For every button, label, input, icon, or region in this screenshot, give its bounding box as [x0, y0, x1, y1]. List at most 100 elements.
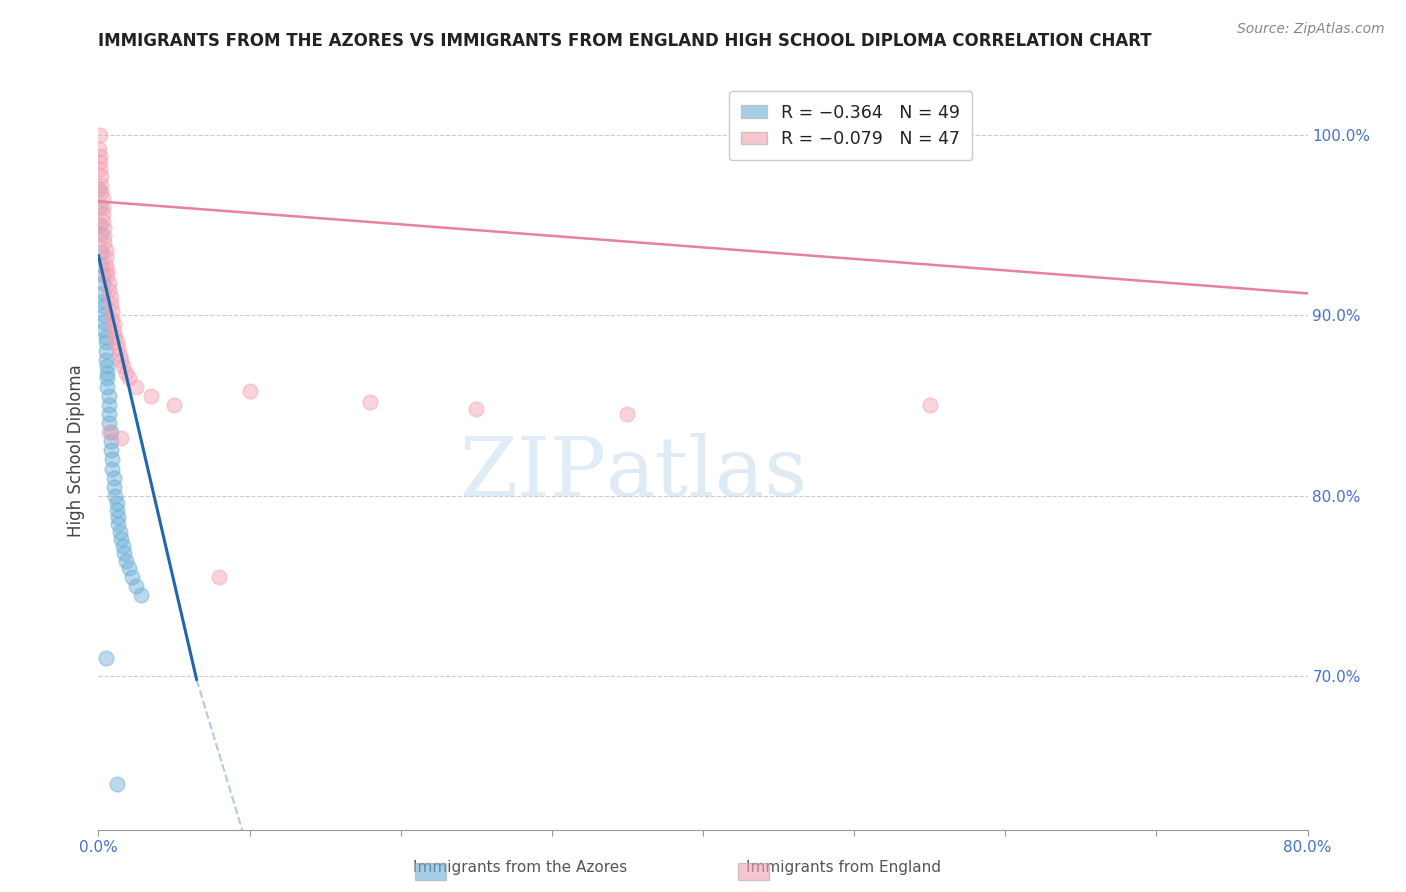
Point: [101, 461, 124, 475]
Point: [93, 235, 115, 250]
Point: [94, 258, 117, 272]
Point: [118, 561, 141, 575]
Point: [93, 221, 115, 235]
Point: [112, 546, 135, 560]
Legend: R = −0.364   N = 49, R = −0.079   N = 47: R = −0.364 N = 49, R = −0.079 N = 47: [730, 91, 973, 161]
Point: [105, 503, 128, 517]
Point: [100, 443, 122, 458]
Point: [121, 570, 143, 584]
Point: [98, 417, 121, 431]
Y-axis label: High School Diploma: High School Diploma: [66, 364, 84, 537]
Point: [114, 366, 136, 380]
Point: [91, 276, 114, 290]
Point: [100, 434, 122, 449]
Point: [94, 353, 117, 368]
Point: [90, 244, 112, 259]
Point: [89, 161, 111, 176]
Point: [90, 178, 112, 192]
Point: [105, 496, 128, 510]
Point: [101, 311, 124, 326]
Point: [98, 408, 121, 422]
Point: [104, 330, 127, 344]
Point: [105, 777, 128, 791]
Point: [110, 431, 132, 445]
Point: [91, 214, 114, 228]
Text: IMMIGRANTS FROM THE AZORES VS IMMIGRANTS FROM ENGLAND HIGH SCHOOL DIPLOMA CORREL: IMMIGRANTS FROM THE AZORES VS IMMIGRANTS…: [98, 32, 1152, 50]
Point: [96, 268, 118, 283]
Point: [100, 425, 122, 440]
Point: [465, 401, 488, 416]
Point: [91, 207, 114, 221]
Point: [108, 524, 131, 539]
Point: [125, 579, 148, 593]
Point: [103, 317, 125, 331]
Point: [89, 154, 111, 169]
Point: [96, 380, 118, 394]
Text: atlas: atlas: [606, 434, 808, 513]
Point: [89, 128, 111, 142]
Point: [125, 380, 148, 394]
Point: [89, 182, 111, 196]
Point: [101, 304, 124, 318]
Point: [101, 452, 124, 467]
Point: [111, 539, 134, 553]
Point: [105, 335, 128, 350]
Point: [90, 227, 112, 241]
Point: [96, 359, 118, 373]
Point: [94, 330, 117, 344]
Text: Immigrants from the Azores: Immigrants from the Azores: [413, 861, 627, 875]
Point: [98, 283, 121, 297]
Point: [100, 290, 122, 304]
Point: [100, 297, 122, 311]
Point: [360, 394, 382, 409]
Point: [94, 651, 117, 665]
Point: [107, 341, 129, 355]
Point: [89, 142, 111, 156]
Point: [91, 200, 114, 214]
Point: [239, 384, 262, 398]
Text: Source: ZipAtlas.com: Source: ZipAtlas.com: [1237, 22, 1385, 37]
Point: [91, 286, 114, 301]
Point: [94, 243, 117, 257]
Point: [111, 359, 134, 373]
Point: [114, 553, 136, 567]
Point: [103, 470, 125, 484]
Point: [98, 276, 121, 290]
Text: Immigrants from England: Immigrants from England: [747, 861, 941, 875]
Point: [96, 371, 118, 385]
Point: [110, 353, 132, 368]
Point: [94, 250, 117, 264]
Point: [616, 408, 638, 422]
Point: [107, 517, 129, 532]
Point: [208, 570, 231, 584]
Point: [96, 366, 118, 380]
Point: [93, 228, 115, 243]
Point: [89, 200, 111, 214]
Point: [98, 425, 121, 440]
Point: [108, 348, 131, 362]
Point: [918, 398, 941, 412]
Point: [141, 389, 163, 403]
Point: [103, 479, 125, 493]
Point: [94, 335, 117, 350]
Point: [93, 315, 115, 329]
Point: [107, 510, 129, 524]
Point: [91, 191, 114, 205]
Point: [98, 389, 121, 403]
Point: [94, 344, 117, 359]
Point: [93, 299, 115, 313]
Point: [163, 398, 186, 412]
Point: [90, 258, 112, 272]
Point: [93, 322, 115, 336]
Point: [110, 532, 132, 546]
Point: [90, 186, 112, 200]
Point: [104, 489, 127, 503]
Point: [89, 149, 111, 163]
Point: [91, 268, 114, 283]
Point: [118, 371, 141, 385]
Point: [98, 398, 121, 412]
Point: [93, 308, 115, 322]
Point: [103, 324, 125, 338]
Point: [90, 169, 112, 183]
Point: [96, 263, 118, 277]
